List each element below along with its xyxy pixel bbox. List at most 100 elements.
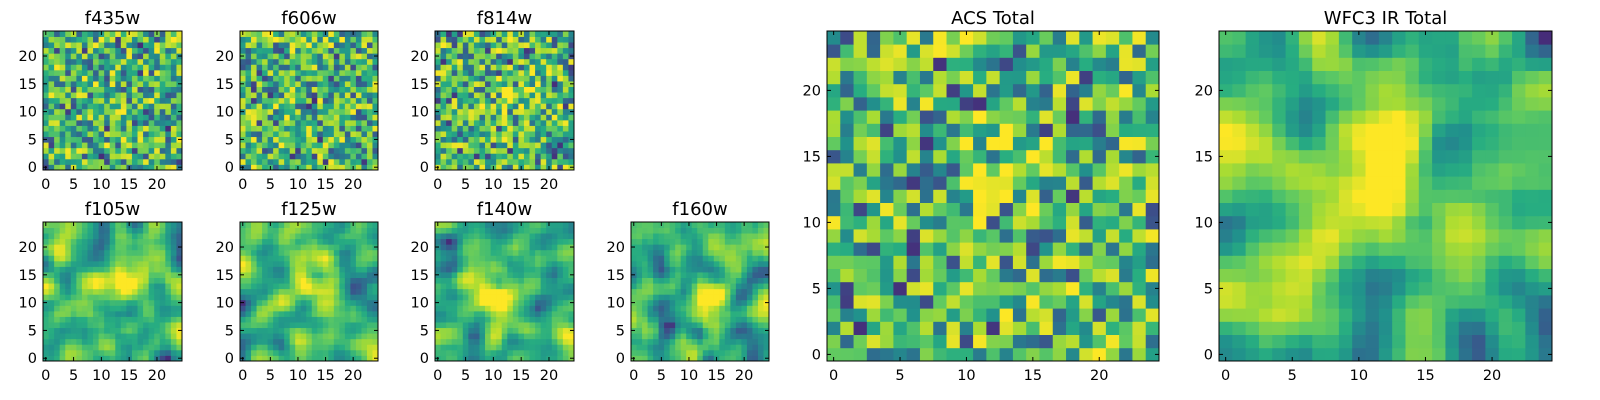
heatmap-cell bbox=[501, 249, 508, 256]
heatmap-cell bbox=[446, 310, 453, 317]
heatmap-cell bbox=[468, 227, 475, 234]
heatmap-cell bbox=[1145, 255, 1160, 269]
heatmap-cell bbox=[1079, 281, 1093, 296]
heatmap-cell bbox=[126, 142, 133, 149]
heatmap-cell bbox=[278, 42, 285, 49]
heatmap-cell bbox=[93, 153, 99, 160]
heatmap-cell bbox=[457, 64, 464, 71]
heatmap-cell bbox=[557, 97, 564, 104]
heatmap-cell bbox=[87, 272, 94, 278]
heatmap-cell bbox=[361, 349, 368, 356]
heatmap-cell bbox=[262, 36, 268, 43]
heatmap-cell bbox=[501, 322, 508, 329]
heatmap-cell bbox=[551, 31, 558, 37]
heatmap-cell bbox=[104, 103, 111, 110]
heatmap-cell bbox=[675, 255, 682, 262]
heatmap-cell bbox=[278, 299, 285, 306]
heatmap-cell bbox=[959, 334, 974, 349]
heatmap-cell bbox=[485, 299, 491, 306]
heatmap-cell bbox=[451, 125, 458, 132]
heatmap-cell bbox=[366, 114, 373, 121]
heatmap-cell bbox=[245, 164, 252, 171]
heatmap-cell bbox=[468, 64, 475, 71]
heatmap-cell bbox=[159, 344, 166, 351]
heatmap-cell bbox=[658, 244, 665, 251]
heatmap-cell bbox=[159, 103, 166, 110]
heatmap-cell bbox=[284, 294, 291, 301]
heatmap-cell bbox=[840, 242, 854, 256]
heatmap-cell bbox=[59, 42, 66, 49]
heatmap-cell bbox=[109, 288, 116, 295]
heatmap-cell bbox=[240, 97, 246, 104]
heatmap-cell bbox=[557, 86, 564, 93]
heatmap-cell bbox=[120, 42, 127, 49]
heatmap-cell bbox=[328, 305, 335, 312]
y-tick-label: 15 bbox=[216, 268, 234, 284]
heatmap-cell bbox=[462, 349, 469, 356]
heatmap-cell bbox=[245, 53, 252, 60]
heatmap-cell bbox=[518, 58, 525, 65]
heatmap-cell bbox=[479, 305, 486, 312]
heatmap-cell bbox=[284, 316, 291, 323]
heatmap-cell bbox=[70, 142, 77, 149]
heatmap-cell bbox=[48, 277, 55, 284]
heatmap-cell bbox=[366, 222, 373, 228]
heatmap-cell bbox=[76, 299, 83, 306]
heatmap-cell bbox=[59, 36, 66, 43]
heatmap-cell bbox=[273, 75, 280, 82]
heatmap-cell bbox=[256, 92, 263, 99]
heatmap-cell bbox=[440, 310, 447, 317]
heatmap-cell bbox=[702, 344, 709, 351]
heatmap-cell bbox=[278, 283, 285, 290]
heatmap-cell bbox=[98, 131, 105, 138]
heatmap-cell bbox=[523, 153, 530, 160]
heatmap-cell bbox=[933, 308, 947, 322]
heatmap-cell bbox=[496, 114, 503, 121]
heatmap-cell bbox=[551, 86, 558, 93]
heatmap-cell bbox=[546, 75, 553, 82]
heatmap-cell bbox=[93, 316, 99, 323]
heatmap-cell bbox=[98, 310, 105, 317]
heatmap-cell bbox=[267, 153, 274, 160]
heatmap-cell bbox=[131, 97, 138, 104]
heatmap-cell bbox=[658, 272, 665, 278]
heatmap-cell bbox=[267, 322, 274, 329]
heatmap-cell bbox=[295, 294, 302, 301]
heatmap-cell bbox=[104, 305, 111, 312]
heatmap-cell bbox=[115, 114, 122, 121]
heatmap-cell bbox=[273, 355, 280, 362]
heatmap-cell bbox=[523, 266, 530, 273]
heatmap-cell bbox=[440, 58, 447, 65]
heatmap-cell bbox=[653, 316, 659, 323]
heatmap-cell bbox=[562, 119, 569, 126]
heatmap-cell bbox=[446, 97, 453, 104]
heatmap-cell bbox=[827, 255, 841, 269]
heatmap-cell bbox=[746, 294, 753, 301]
heatmap-cell bbox=[457, 119, 464, 126]
heatmap-cell bbox=[104, 36, 111, 43]
heatmap-cell bbox=[170, 97, 177, 104]
heatmap-cell bbox=[143, 86, 150, 93]
heatmap-cell bbox=[457, 147, 464, 154]
heatmap-cell bbox=[529, 316, 536, 323]
heatmap-cell bbox=[468, 288, 475, 295]
heatmap-cell bbox=[1052, 229, 1067, 243]
heatmap-cell bbox=[507, 238, 514, 245]
heatmap-cell bbox=[284, 158, 291, 165]
heatmap-cell bbox=[120, 125, 127, 132]
heatmap-cell bbox=[507, 294, 514, 301]
heatmap-cell bbox=[104, 92, 111, 99]
heatmap-cell bbox=[361, 266, 368, 273]
heatmap-cell bbox=[104, 294, 111, 301]
heatmap-cell bbox=[697, 288, 704, 295]
heatmap-cell bbox=[546, 158, 553, 165]
heatmap-cell bbox=[501, 81, 508, 87]
heatmap-cell bbox=[48, 119, 55, 126]
heatmap-cell bbox=[65, 64, 72, 71]
heatmap-cell bbox=[451, 103, 458, 110]
x-tick-label: 0 bbox=[433, 368, 442, 384]
heatmap-cell bbox=[273, 86, 280, 93]
heatmap-cell bbox=[562, 125, 569, 132]
heatmap-cell bbox=[631, 233, 637, 240]
heatmap-cell bbox=[93, 277, 99, 284]
